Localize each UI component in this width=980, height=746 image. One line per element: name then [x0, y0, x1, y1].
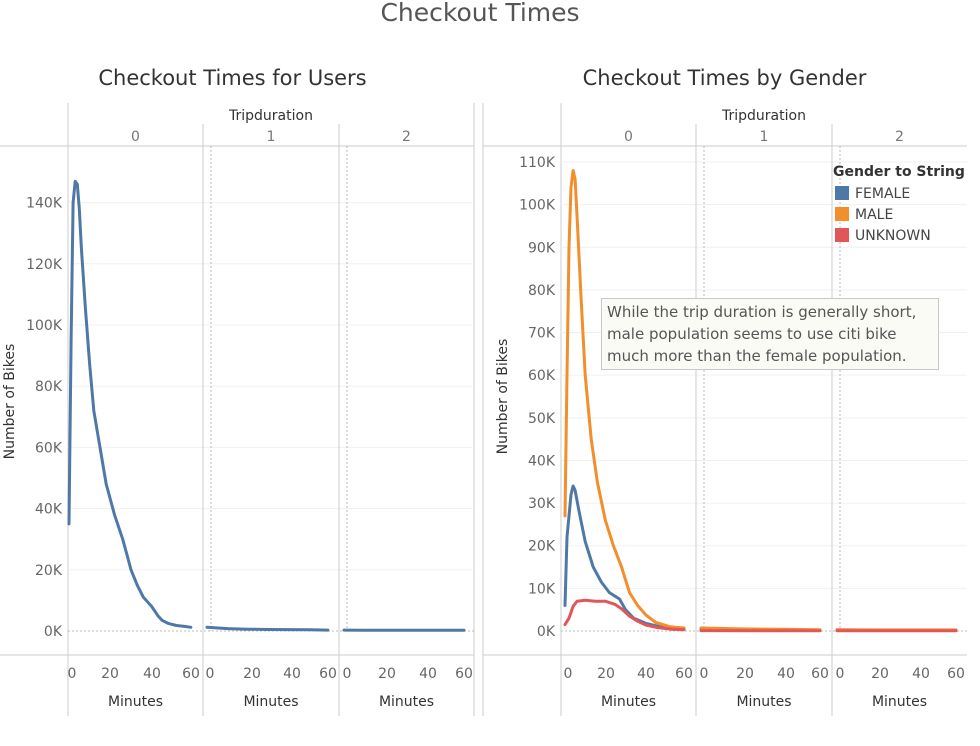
x-tick-label: 0 [836, 666, 845, 682]
x-tick-label: 20 [597, 666, 615, 682]
y-tick-label: 90K [528, 240, 556, 256]
x-tick-label: 0 [700, 666, 709, 682]
legend-label: MALE [855, 207, 893, 223]
y-tick-label: 20K [528, 539, 556, 555]
y-tick-label: 30K [528, 496, 556, 512]
x-tick-label: 40 [283, 666, 301, 682]
column-header: Tripduration [228, 108, 313, 124]
y-tick-label: 110K [519, 155, 556, 171]
x-tick-label: 20 [101, 666, 119, 682]
series-line-male-panel-0 [563, 169, 686, 630]
y-tick-label: 60K [528, 368, 556, 384]
y-tick-label: 50K [528, 411, 556, 427]
x-tick-label: 60 [675, 666, 693, 682]
y-tick-label: 100K [26, 318, 63, 334]
y-tick-label: 0K [44, 624, 63, 640]
x-axis-label: Minutes [736, 694, 791, 710]
chart-title-gender: Checkout Times by Gender [582, 66, 867, 90]
y-tick-label: 140K [26, 196, 63, 212]
x-tick-label: 60 [455, 666, 473, 682]
panel-header: 1 [760, 129, 769, 145]
annotation-note: While the trip duration is generally sho… [601, 298, 939, 370]
y-tick-label: 80K [528, 283, 556, 299]
x-tick-label: 40 [637, 666, 655, 682]
legend-swatch [835, 207, 849, 221]
x-axis-label: Minutes [601, 694, 656, 710]
dashboard-title: Checkout Times [380, 0, 580, 27]
x-tick-label: 60 [947, 666, 965, 682]
x-tick-label: 20 [871, 666, 889, 682]
x-tick-label: 40 [912, 666, 930, 682]
chart-title-users: Checkout Times for Users [98, 66, 367, 90]
column-header: Tripduration [721, 108, 806, 124]
series-line-unknown-panel-0 [563, 598, 686, 632]
x-axis-label: Minutes [872, 694, 927, 710]
y-tick-label: 100K [519, 198, 556, 214]
y-tick-label: 40K [528, 453, 556, 469]
x-tick-label: 60 [811, 666, 829, 682]
legend-label: FEMALE [855, 186, 910, 202]
x-tick-label: 20 [736, 666, 754, 682]
legend-title: Gender to String [833, 164, 965, 180]
legend-swatch [835, 186, 849, 200]
x-tick-label: 20 [378, 666, 396, 682]
y-tick-label: 40K [35, 502, 63, 518]
y-axis-label: Number of Bikes [2, 344, 18, 460]
series-line-users-panel-0 [67, 179, 193, 629]
y-tick-label: 80K [35, 379, 63, 395]
y-tick-label: 60K [35, 440, 63, 456]
legend-label: UNKNOWN [855, 228, 931, 244]
x-tick-label: 40 [143, 666, 161, 682]
panel-header: 0 [624, 129, 633, 145]
x-tick-label: 0 [206, 666, 215, 682]
x-tick-label: 40 [419, 666, 437, 682]
series-line-users-panel-1 [205, 625, 330, 632]
x-axis-label: Minutes [243, 694, 298, 710]
x-tick-label: 0 [564, 666, 573, 682]
y-tick-label: 20K [35, 563, 63, 579]
legend-swatch [835, 228, 849, 242]
series-line-female-panel-0 [563, 484, 686, 631]
y-tick-label: 0K [537, 624, 556, 640]
x-tick-label: 60 [319, 666, 337, 682]
y-axis-label: Number of Bikes [495, 339, 511, 455]
x-tick-label: 40 [777, 666, 795, 682]
x-axis-label: Minutes [108, 694, 163, 710]
panel-header: 1 [267, 129, 276, 145]
x-tick-label: 0 [343, 666, 352, 682]
y-tick-label: 70K [528, 326, 556, 342]
x-axis-label: Minutes [379, 694, 434, 710]
x-tick-label: 20 [243, 666, 261, 682]
panel-header: 2 [402, 129, 411, 145]
x-tick-label: 60 [182, 666, 200, 682]
y-tick-label: 10K [528, 581, 556, 597]
panel-header: 0 [131, 129, 140, 145]
x-tick-label: 0 [68, 666, 77, 682]
y-tick-label: 120K [26, 257, 63, 273]
panel-header: 2 [895, 129, 904, 145]
